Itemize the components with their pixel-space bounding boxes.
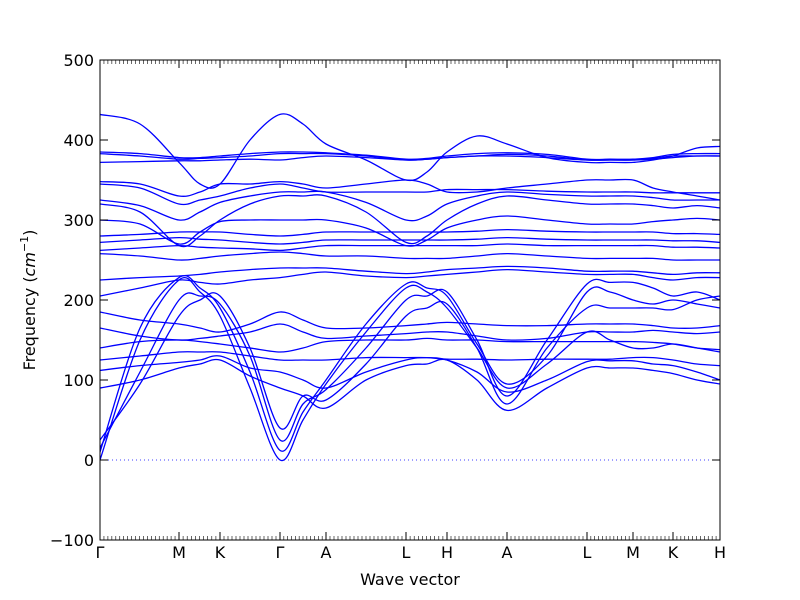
x-tick-label: K	[668, 543, 679, 562]
band-line-17	[100, 215, 720, 247]
x-tick-label: A	[321, 543, 332, 562]
band-line-10	[100, 311, 720, 333]
x-tick-label: K	[215, 543, 226, 562]
y-tick-label: −100	[50, 531, 94, 550]
x-tick-label: H	[441, 543, 453, 562]
y-axis-label-text: Frequency	[20, 288, 39, 371]
x-tick-label: A	[502, 543, 513, 562]
series-layer	[100, 113, 720, 461]
x-tick-label: Γ	[276, 543, 285, 562]
y-axis-label: Frequency (cm−1)	[18, 230, 39, 371]
y-tick-label: 500	[63, 51, 94, 70]
band-line-20	[100, 183, 720, 206]
x-tick-label: Γ	[96, 543, 105, 562]
band-line-16	[100, 228, 720, 237]
x-tick-label: L	[583, 543, 592, 562]
y-tick-label: 400	[63, 131, 94, 150]
band-line-8	[100, 337, 720, 353]
x-tick-label: H	[714, 543, 726, 562]
x-tick-label: M	[626, 543, 640, 562]
y-tick-label: 0	[84, 451, 94, 470]
band-line-18	[100, 194, 720, 248]
x-tick-label: L	[402, 543, 411, 562]
minor-ticks	[103, 60, 717, 540]
x-axis-label: Wave vector	[360, 570, 460, 589]
band-line-7	[100, 351, 720, 367]
y-axis-label-exponent: −1	[18, 236, 31, 252]
band-line-24	[100, 151, 720, 161]
y-axis-label-unit: cm	[20, 252, 39, 276]
y-axis: −100 0 100 200 300 400 500	[50, 51, 720, 550]
band-line-2	[100, 275, 720, 453]
plot-frame	[99, 59, 721, 541]
band-line-13	[100, 251, 720, 261]
y-tick-label: 300	[63, 211, 94, 230]
band-line-4	[100, 292, 720, 441]
y-tick-label: 200	[63, 291, 94, 310]
x-tick-label: M	[172, 543, 186, 562]
band-line-11	[100, 268, 720, 297]
y-tick-label: 100	[63, 371, 94, 390]
band-line-9	[100, 323, 720, 341]
band-line-23	[100, 152, 720, 161]
band-line-25	[100, 113, 720, 189]
band-line-3	[100, 278, 720, 449]
band-line-21	[100, 178, 720, 201]
band-line-14	[100, 243, 720, 252]
band-line-12	[100, 265, 720, 281]
band-line-5	[100, 358, 720, 412]
band-line-19	[100, 190, 720, 222]
